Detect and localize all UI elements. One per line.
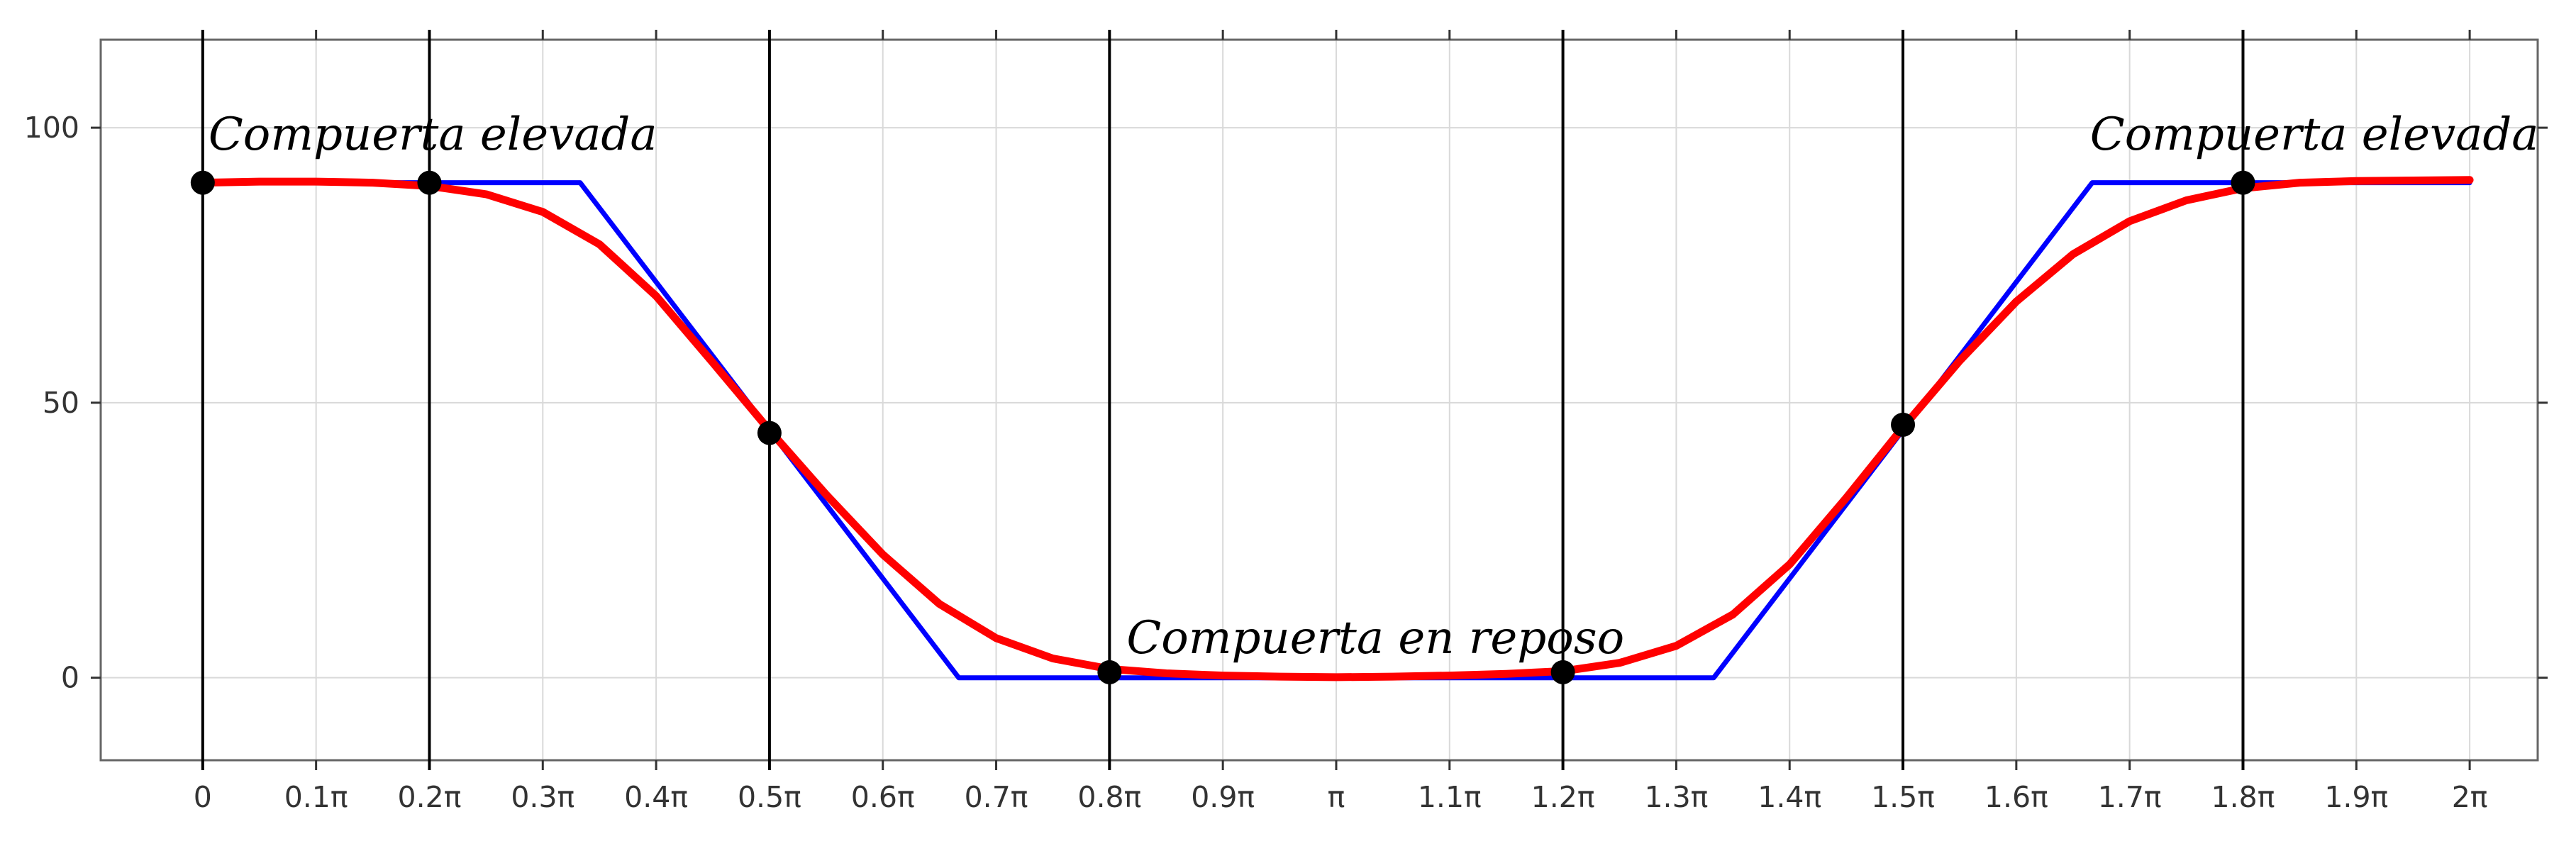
x-tick-label: 0.5π [738,780,801,814]
x-tick-label: 0.8π [1077,780,1141,814]
vertical-marker-lines [201,30,2245,770]
x-tick-label: 1.1π [1418,780,1482,814]
y-tick-label: 50 [43,386,79,420]
x-tick-label: 1.6π [1984,780,2048,814]
x-tick-label: 0.3π [511,780,574,814]
y-tick-label: 0 [61,661,79,695]
plot-frame [99,38,2539,762]
data-points [190,170,2255,684]
x-tick-label: 1.3π [1644,780,1708,814]
red-smooth-curve [199,176,2474,682]
y-tick-labels: 0 50 100 [24,111,79,695]
annotation-label: Compuerta elevada [2090,109,2539,161]
data-point [190,170,215,195]
data-point [2231,170,2255,195]
x-tick-label: 0.6π [851,780,915,814]
x-tick-labels: 0 0.1π 0.2π 0.3π 0.4π 0.5π 0.6π 0.7π 0.8π 0.9π π 1.… [194,780,2488,814]
annotation-label: Compuerta en reposo [1126,612,1624,664]
annotation-label: Compuerta elevada [209,109,657,161]
data-point [1550,660,1575,684]
x-tick-label: 1.8π [2211,780,2275,814]
annotations: Compuerta elevada Compuerta en reposo Comp… [209,109,2539,664]
x-tick-label: 0.9π [1191,780,1255,814]
data-series [199,176,2474,682]
y-tick-label: 100 [24,111,79,145]
x-tick-label: 2π [2452,780,2488,814]
data-point [1891,412,1916,437]
x-tick-label: 0.1π [284,780,348,814]
x-tick-label: 1.5π [1871,780,1935,814]
data-point [1097,660,1122,684]
x-tick-label: π [1328,780,1345,814]
data-point [757,421,782,445]
x-tick-label: 0.2π [398,780,462,814]
x-tick-label: 0 [194,780,212,814]
x-tick-label: 0.7π [965,780,1028,814]
x-tick-label: 1.9π [2324,780,2388,814]
x-tick-label: 1.4π [1758,780,1821,814]
x-tick-label: 1.7π [2098,780,2162,814]
x-tick-label: 1.2π [1531,780,1595,814]
x-tick-label: 0.4π [624,780,688,814]
data-point [417,170,442,195]
